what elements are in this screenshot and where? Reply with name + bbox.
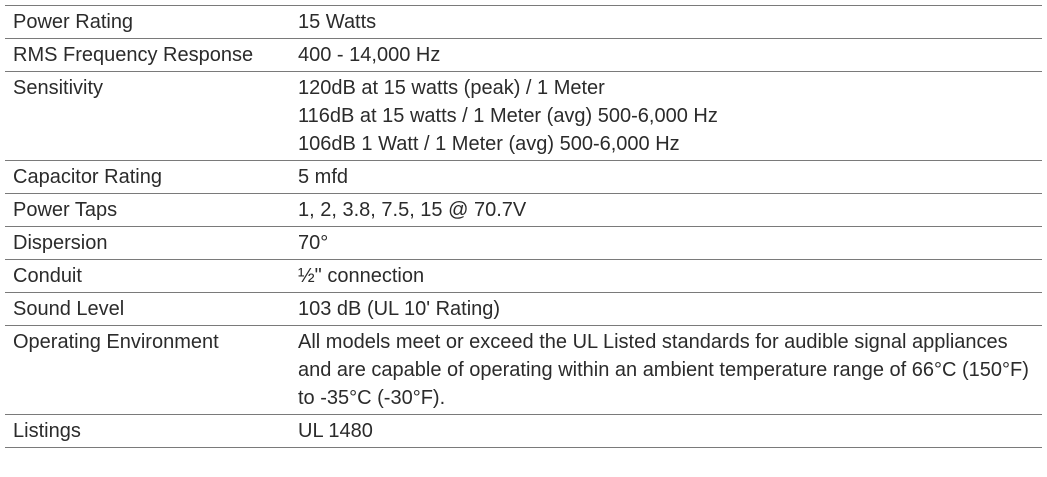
table-row: Conduit ½" connection <box>5 259 1042 293</box>
spec-value: 70° <box>298 227 1042 260</box>
spec-value-line: 400 - 14,000 Hz <box>298 44 441 66</box>
table-row: Operating Environment All models meet or… <box>5 325 1042 415</box>
spec-value: 1, 2, 3.8, 7.5, 15 @ 70.7V <box>298 194 1042 227</box>
spec-value-line: UL 1480 <box>298 420 373 442</box>
spec-value: 103 dB (UL 10' Rating) <box>298 293 1042 326</box>
spec-label: Capacitor Rating <box>13 166 162 188</box>
spec-label: Sensitivity <box>13 77 104 99</box>
spec-label: Dispersion <box>13 232 108 254</box>
spec-value-line: 70° <box>298 232 329 254</box>
spec-value: 5 mfd <box>298 161 1042 194</box>
spec-value: UL 1480 <box>298 415 1042 448</box>
spec-value: 120dB at 15 watts (peak) / 1 Meter 116dB… <box>298 72 1042 161</box>
spec-label: Power Rating <box>13 11 134 33</box>
spec-value-line: ½" connection <box>298 265 425 287</box>
spec-value-line: 120dB at 15 watts (peak) / 1 Meter <box>298 77 605 99</box>
spec-value-line: 5 mfd <box>298 166 349 188</box>
spec-value: ½" connection <box>298 260 1042 293</box>
table-row: Capacitor Rating 5 mfd <box>5 160 1042 194</box>
table-row: Power Rating 15 Watts <box>5 5 1042 39</box>
spec-value: 400 - 14,000 Hz <box>298 39 1042 72</box>
table-row: Power Taps 1, 2, 3.8, 7.5, 15 @ 70.7V <box>5 193 1042 227</box>
spec-label: RMS Frequency Response <box>13 44 254 66</box>
table-row: Sensitivity 120dB at 15 watts (peak) / 1… <box>5 71 1042 161</box>
spec-value-line: 103 dB (UL 10' Rating) <box>298 298 501 320</box>
spec-value-line: All models meet or exceed the UL Listed … <box>298 331 1029 409</box>
table-row: Listings UL 1480 <box>5 414 1042 448</box>
spec-label: Power Taps <box>13 199 118 221</box>
spec-label: Listings <box>13 420 81 442</box>
spec-value: All models meet or exceed the UL Listed … <box>298 326 1042 415</box>
spec-value-line: 116dB at 15 watts / 1 Meter (avg) 500-6,… <box>298 105 718 127</box>
spec-table: Power Rating 15 Watts RMS Frequency Resp… <box>5 5 1042 448</box>
spec-label: Sound Level <box>13 298 125 320</box>
spec-value-line: 1, 2, 3.8, 7.5, 15 @ 70.7V <box>298 199 527 221</box>
table-row: RMS Frequency Response 400 - 14,000 Hz <box>5 38 1042 72</box>
table-row: Sound Level 103 dB (UL 10' Rating) <box>5 292 1042 326</box>
spec-label: Conduit <box>13 265 82 287</box>
table-row: Dispersion 70° <box>5 226 1042 260</box>
spec-label: Operating Environment <box>13 331 219 353</box>
spec-value-line: 15 Watts <box>298 11 377 33</box>
spec-value: 15 Watts <box>298 6 1042 39</box>
spec-value-line: 106dB 1 Watt / 1 Meter (avg) 500-6,000 H… <box>298 133 680 155</box>
